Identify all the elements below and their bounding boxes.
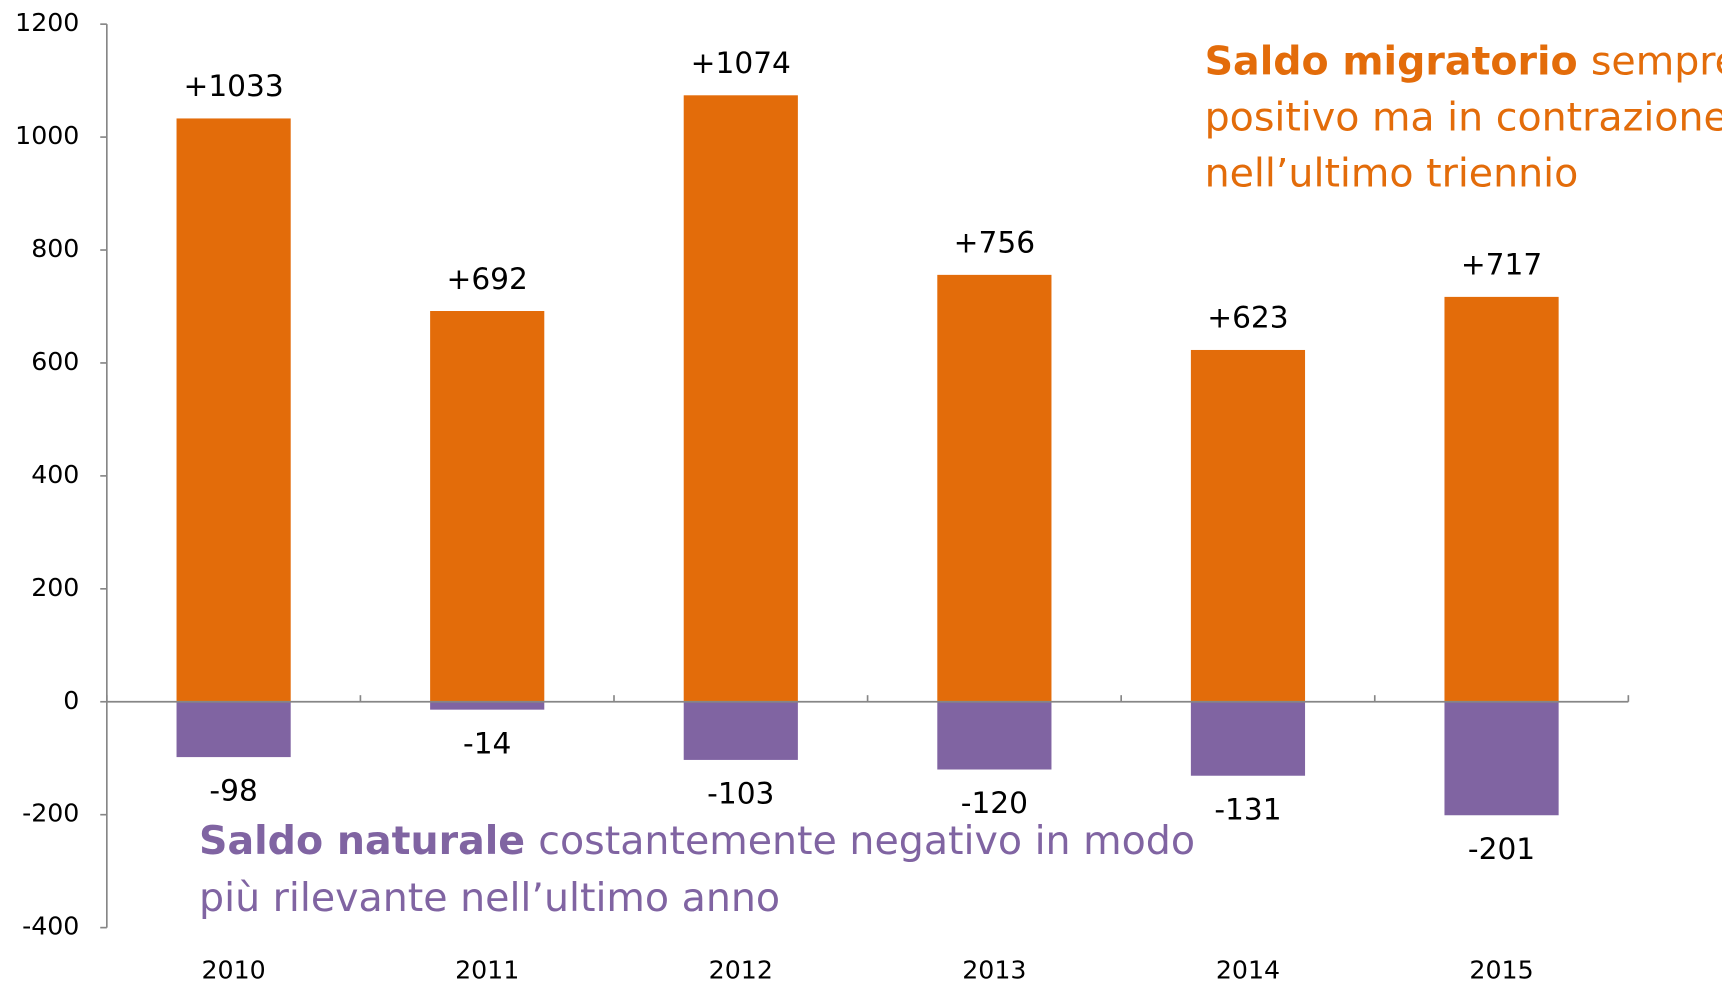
- y-tick-label: 1200: [15, 8, 79, 37]
- bar: [683, 701, 798, 760]
- value-label: -120: [961, 785, 1028, 820]
- x-tick-label: 2015: [1469, 956, 1533, 985]
- annotation: positivo ma in contrazione: [1205, 94, 1722, 140]
- bar: [683, 95, 798, 702]
- bar: [176, 118, 291, 702]
- annotation: Saldo naturale costantemente negativo in …: [199, 818, 1195, 864]
- y-tick-label: 1000: [15, 121, 79, 150]
- x-tick-label: 2011: [455, 956, 519, 985]
- annotation-text: positivo ma in contrazione: [1205, 94, 1722, 140]
- y-tick-label: 600: [31, 347, 79, 376]
- x-tick-label: 2010: [202, 956, 266, 985]
- value-label: +623: [1207, 300, 1288, 335]
- x-tick-label: 2012: [709, 956, 773, 985]
- value-label: +717: [1461, 247, 1542, 282]
- y-tick-label: 800: [31, 234, 79, 263]
- annotation-text: più rilevante nell’ultimo anno: [199, 875, 780, 921]
- x-tick-label: 2013: [962, 956, 1026, 985]
- bar: [430, 701, 545, 710]
- value-label: -98: [209, 773, 257, 808]
- value-label: -103: [707, 776, 774, 811]
- annotation: Saldo migratorio sempre: [1205, 38, 1722, 84]
- annotation: più rilevante nell’ultimo anno: [199, 875, 780, 921]
- bar: [937, 701, 1052, 770]
- value-label: -131: [1214, 791, 1281, 826]
- annotation: nell’ultimo triennio: [1205, 150, 1579, 196]
- value-label: +1033: [184, 68, 284, 103]
- y-tick-label: 200: [31, 573, 79, 602]
- bar: [1190, 701, 1306, 776]
- bar: [1444, 296, 1559, 702]
- y-tick-label: -400: [22, 912, 79, 941]
- annotation-bold: Saldo naturale: [199, 818, 525, 864]
- annotation-text: costantemente negativo in modo: [538, 818, 1195, 864]
- x-tick-label: 2014: [1216, 956, 1280, 985]
- value-label: -14: [463, 725, 511, 760]
- bar: [937, 274, 1052, 702]
- y-tick-label: -200: [22, 799, 79, 828]
- y-tick-label: 400: [31, 460, 79, 489]
- value-label: +692: [447, 261, 528, 296]
- bar: [1444, 701, 1559, 816]
- annotation-text: sempre: [1591, 38, 1722, 84]
- bar: [176, 701, 291, 758]
- annotation-text: nell’ultimo triennio: [1205, 150, 1579, 196]
- value-label: +756: [954, 225, 1035, 260]
- value-label: +1074: [691, 45, 791, 80]
- bar: [430, 311, 545, 702]
- y-tick-label: 0: [63, 686, 79, 715]
- annotation-bold: Saldo migratorio: [1205, 38, 1578, 84]
- bar: [1190, 349, 1306, 702]
- value-label: -201: [1468, 831, 1535, 866]
